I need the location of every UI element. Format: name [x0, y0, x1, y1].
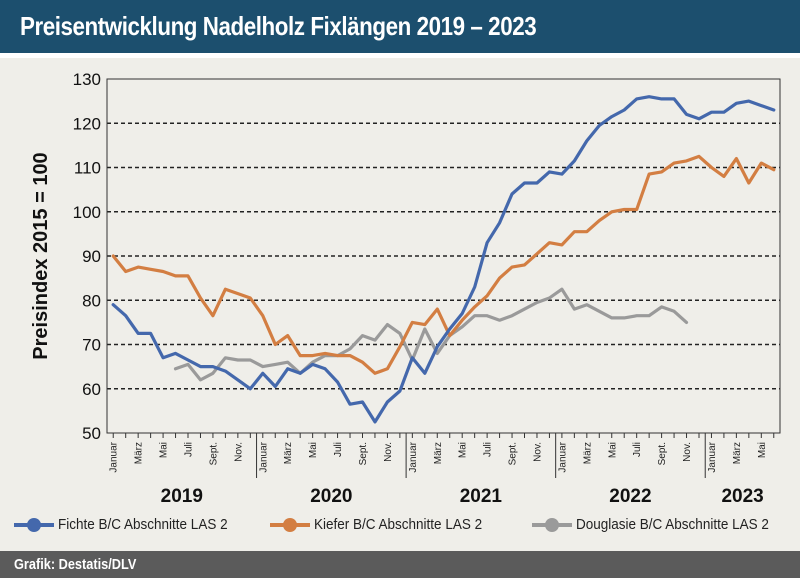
legend-swatch-fichte [14, 517, 54, 532]
title-bar: Preisentwicklung Nadelholz Fixlängen 201… [0, 0, 800, 53]
x-tick-label: Mai [458, 442, 469, 458]
y-tick-label: 70 [82, 336, 101, 355]
x-tick-label: Juli [184, 442, 195, 457]
plot-area [106, 78, 781, 434]
chart-title: Preisentwicklung Nadelholz Fixlängen 201… [20, 11, 537, 41]
x-tick-label: Sept. [208, 442, 219, 465]
year-label: 2023 [721, 486, 763, 507]
y-axis: 50 60 70 80 90 100 110 120 130 [73, 70, 101, 443]
legend-item-fichte: Fichte B/C Abschnitte LAS 2 [14, 516, 246, 533]
legend-label: Fichte B/C Abschnitte LAS 2 [58, 516, 228, 533]
x-axis: Januar März Mai Juli Sept. Nov. Januar März Mai J… [109, 433, 775, 478]
series-line-1 [111, 154, 776, 375]
x-tick-label: Juli [483, 442, 494, 457]
y-tick-label: 50 [82, 424, 101, 443]
x-tick-label: Sept. [358, 442, 369, 465]
x-tick-label: Januar [557, 441, 568, 472]
x-tick-label: Juli [333, 442, 344, 457]
x-tick-label: Mai [757, 442, 768, 458]
legend-swatch-kiefer [270, 517, 310, 532]
footer-bar: Grafik: Destatis/DLV [0, 551, 800, 578]
legend-swatch-douglasie [532, 517, 572, 532]
x-tick-label: Sept. [508, 442, 519, 465]
x-tick-label: März [283, 442, 294, 464]
x-tick-label: Mai [607, 442, 618, 458]
source-credit: Grafik: Destatis/DLV [14, 556, 137, 573]
x-tick-label: Nov. [682, 442, 693, 462]
y-axis-label: Preisindex 2015 = 100 [30, 152, 52, 359]
x-tick-label: März [732, 442, 743, 464]
y-tick-label: 80 [82, 291, 101, 310]
legend-dot [545, 517, 559, 532]
year-labels: 2019 2020 2021 2022 2023 [161, 486, 764, 507]
x-tick-label: Mai [308, 442, 319, 458]
legend-item-kiefer: Kiefer B/C Abschnitte LAS 2 [270, 516, 501, 533]
x-tick-label: Januar [408, 441, 419, 472]
x-tick-label: Juli [632, 442, 643, 457]
x-tick-label: Sept. [657, 442, 668, 465]
y-tick-label: 90 [82, 247, 101, 266]
year-label: 2022 [609, 486, 651, 507]
chart-panel [0, 58, 800, 551]
x-tick-label: Nov. [532, 442, 543, 462]
y-tick-label: 120 [73, 114, 101, 133]
x-tick-label: Nov. [383, 442, 394, 462]
series-lines [111, 95, 776, 424]
x-tick-label: Mai [159, 442, 170, 458]
legend-label: Kiefer B/C Abschnitte LAS 2 [314, 516, 483, 533]
y-tick-label: 60 [82, 380, 101, 399]
y-tick-label: 130 [73, 70, 101, 89]
series-line-0 [111, 95, 776, 424]
year-label: 2020 [310, 486, 352, 507]
x-tick-label: Januar [258, 441, 269, 472]
legend-dot [27, 517, 41, 532]
year-label: 2021 [460, 486, 503, 507]
legend-label: Douglasie B/C Abschnitte LAS 2 [576, 516, 769, 533]
x-tick-label: März [433, 442, 444, 464]
year-label: 2019 [161, 486, 203, 507]
y-tick-label: 110 [74, 159, 101, 178]
series-line-2 [173, 287, 689, 382]
x-tick-label: Nov. [233, 442, 244, 462]
legend-item-douglasie: Douglasie B/C Abschnitte LAS 2 [532, 516, 790, 533]
legend-dot [283, 517, 297, 532]
y-tick-label: 100 [73, 203, 101, 222]
x-tick-label: Januar [707, 441, 718, 472]
x-tick-label: Januar [109, 441, 120, 472]
x-tick-label: März [134, 442, 145, 464]
x-tick-label: März [582, 442, 593, 464]
